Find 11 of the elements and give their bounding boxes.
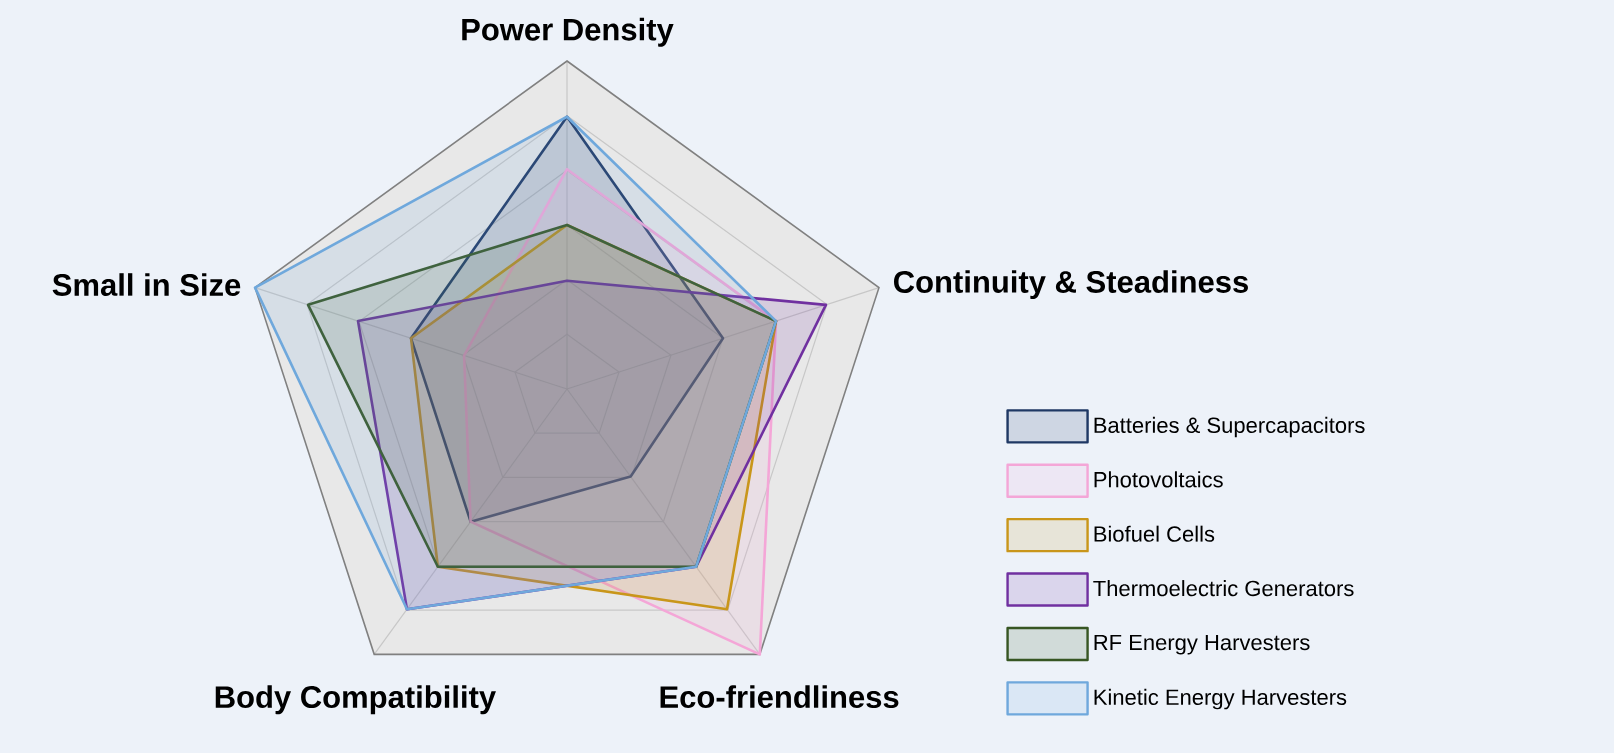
legend-label: Batteries & Supercapacitors bbox=[1094, 416, 1365, 438]
spoke-label: Body Compatibility bbox=[215, 685, 496, 715]
legend-label: RF Energy Harvesters bbox=[1094, 634, 1310, 655]
legend-label: Photovoltaics bbox=[1094, 471, 1223, 488]
legend-label: Thermoelectric Generators bbox=[1093, 580, 1354, 597]
spoke-label: Small in Size bbox=[52, 273, 241, 296]
spoke-label: Continuity & Steadiness bbox=[894, 270, 1248, 300]
spoke-label: Power Density bbox=[462, 17, 674, 47]
legend-label: Biofuel Cells bbox=[1094, 525, 1215, 542]
legend-label: Kinetic Energy Harvesters bbox=[1094, 688, 1347, 710]
spoke-label: Eco-friendliness bbox=[660, 685, 899, 709]
